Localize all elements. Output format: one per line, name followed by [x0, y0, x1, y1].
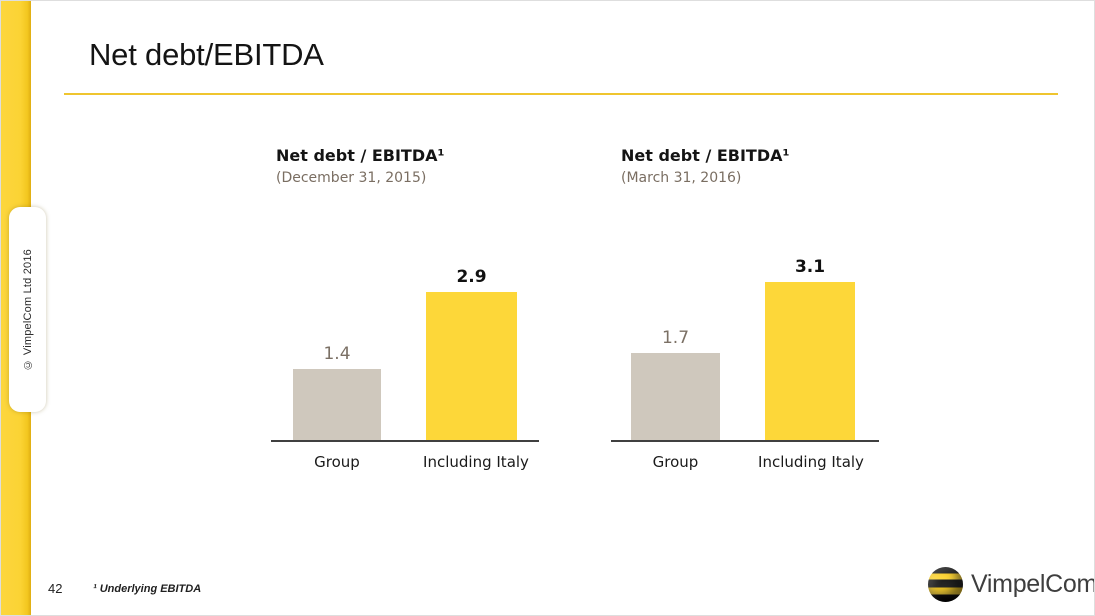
plot-area: 1.4 2.9	[271, 141, 539, 442]
chart-subtitle: (December 31, 2015)	[276, 170, 427, 186]
vimpelcom-logo-text: VimpelCom	[971, 570, 1095, 598]
page-title: Net debt/EBITDA	[89, 37, 324, 72]
vimpelcom-sphere-icon	[928, 567, 963, 602]
bar-group: 1.4	[293, 344, 381, 440]
x-axis-label-including-italy: Including Italy	[758, 453, 864, 471]
chart-dec-2015: Net debt / EBITDA¹ (December 31, 2015) 1…	[271, 141, 539, 486]
bar	[426, 292, 517, 440]
vimpelcom-logo: VimpelCom	[928, 567, 1095, 602]
bar-value-label: 1.7	[661, 328, 690, 348]
plot-area: 1.7 3.1	[611, 141, 879, 442]
x-axis-label-group: Group	[314, 453, 360, 471]
footnote: ¹ Underlying EBITDA	[93, 583, 202, 595]
chart-subtitle: (March 31, 2016)	[621, 170, 742, 186]
bar	[293, 369, 381, 440]
bar-value-label: 3.1	[794, 257, 826, 277]
copyright-tab: © VimpelCom Ltd 2016	[9, 207, 46, 412]
chart-mar-2016: Net debt / EBITDA¹ (March 31, 2016) 1.7 …	[611, 141, 879, 486]
bar-including-italy: 2.9	[426, 267, 517, 440]
bar	[765, 282, 855, 440]
x-axis-label-group: Group	[652, 453, 699, 471]
copyright-vertical-text: © VimpelCom Ltd 2016	[21, 248, 34, 371]
x-axis-label-including-italy: Including Italy	[423, 453, 529, 471]
bar-including-italy: 3.1	[765, 257, 855, 440]
bar-value-label: 1.4	[323, 344, 351, 364]
chart-title: Net debt / EBITDA¹	[276, 146, 445, 165]
bar-value-label: 2.9	[456, 267, 487, 287]
bar	[631, 353, 720, 440]
chart-title: Net debt / EBITDA¹	[621, 146, 790, 165]
bar-group: 1.7	[631, 328, 720, 440]
title-underline-rule	[64, 93, 1058, 95]
page-number: 42	[48, 581, 63, 596]
